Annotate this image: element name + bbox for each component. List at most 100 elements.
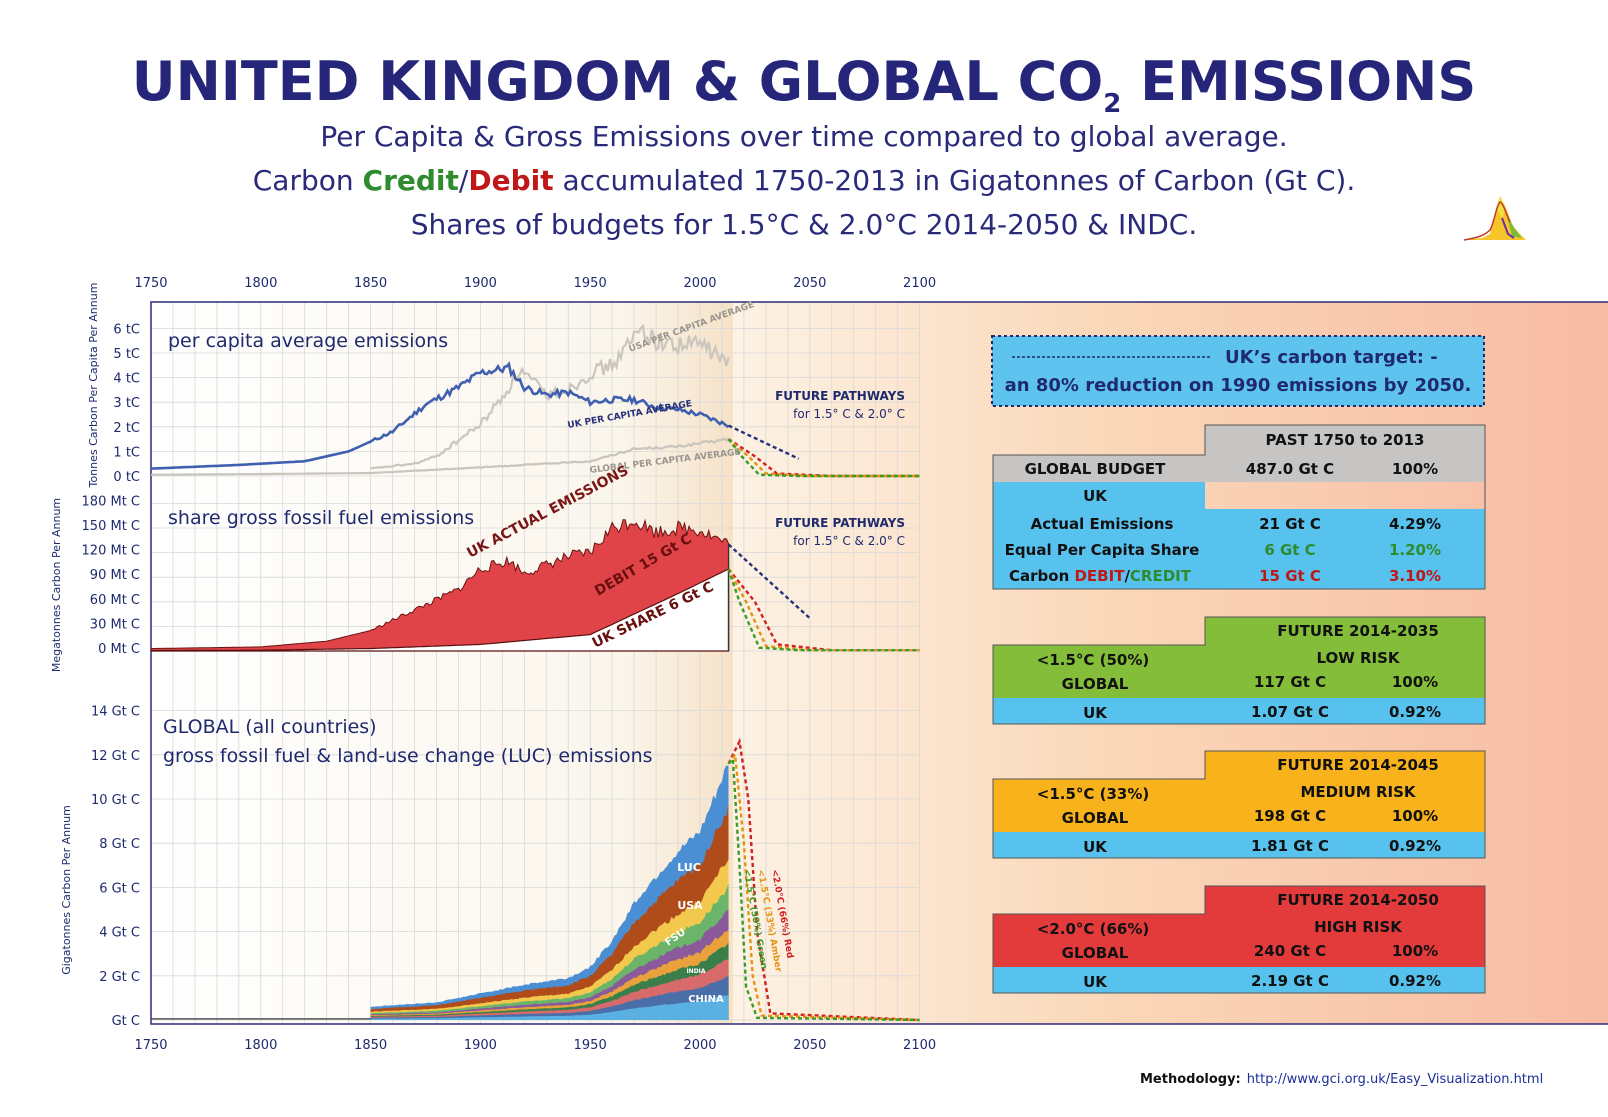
x-tick-bottom-2000: 2000 bbox=[683, 1038, 716, 1053]
subtitle-line-3: Shares of budgets for 1.5°C & 2.0°C 2014… bbox=[410, 208, 1198, 241]
future-0-global-label: GLOBAL bbox=[1062, 675, 1129, 693]
pathway-p1-target bbox=[727, 424, 800, 460]
past-row-2-label: Equal Per Capita Share bbox=[1005, 541, 1200, 559]
x-tick-top-1850: 1850 bbox=[354, 276, 387, 291]
subtitle-line-1: Per Capita & Gross Emissions over time c… bbox=[320, 120, 1288, 153]
pathway-p3-red bbox=[727, 737, 920, 1022]
x-tick-top-1750: 1750 bbox=[134, 276, 167, 291]
pathway-p3-amber bbox=[727, 751, 920, 1022]
panel-2-areas bbox=[150, 518, 730, 652]
past-header: PAST 1750 to 2013 bbox=[1266, 431, 1425, 449]
past-debit-pct: 3.10% bbox=[1389, 567, 1441, 585]
pathway-p2-amber bbox=[727, 568, 920, 652]
layer-label-usa: USA bbox=[677, 899, 703, 912]
past-global-value: 487.0 Gt C bbox=[1246, 460, 1334, 478]
y-tick-pc-1: 1 tC bbox=[113, 445, 140, 460]
grid-lines bbox=[151, 302, 920, 1024]
past-border bbox=[992, 424, 1486, 590]
future-blocks: FUTURE 2014-2035 LOW RISK <1.5°C (50%) GLOB… bbox=[992, 616, 1486, 994]
x-axis-bottom: 1750 1800 1850 1900 1950 2000 2050 2100 bbox=[134, 1038, 936, 1053]
x-tick-bottom-1900: 1900 bbox=[464, 1038, 497, 1053]
future-1-global-value: 198 Gt C bbox=[1254, 807, 1326, 825]
y-tick-pc-6: 6 tC bbox=[113, 322, 140, 337]
pathway-p2-green bbox=[727, 568, 920, 652]
target-line-1: UK’s carbon target: - bbox=[1225, 347, 1438, 368]
y-tick-mt-0: 0 Mt C bbox=[98, 642, 140, 657]
layer-label-india: INDIA bbox=[686, 968, 705, 975]
area-uk-actual-emissions bbox=[150, 518, 730, 652]
plot-frame bbox=[150, 301, 1608, 1025]
past-debit-label: Carbon DEBIT/CREDIT bbox=[1009, 567, 1192, 585]
future-0-header: FUTURE 2014-2035 bbox=[1277, 622, 1439, 640]
future-2-scenario: <2.0°C (66%) bbox=[1037, 920, 1150, 938]
future-1-border bbox=[992, 750, 1486, 859]
y-tick-gt-0: Gt C bbox=[112, 1014, 140, 1029]
y-tick-gt-1: 2 Gt C bbox=[99, 970, 140, 985]
future-2-global-bg bbox=[993, 914, 1485, 967]
pathway-p2-target bbox=[727, 543, 811, 620]
pathway-p1-amber bbox=[727, 438, 920, 478]
y-tick-gt-2: 4 Gt C bbox=[99, 926, 140, 941]
x-tick-top-1800: 1800 bbox=[244, 276, 277, 291]
future-pathways-2: FUTURE PATHWAYS bbox=[775, 516, 905, 530]
future-1-global-pct: 100% bbox=[1392, 807, 1438, 825]
y-axis-per-capita: 0 tC 1 tC 2 tC 3 tC 4 tC 5 tC 6 tC bbox=[113, 322, 140, 485]
past-uk-label: UK bbox=[1083, 487, 1108, 505]
line-uk-per-capita-average bbox=[150, 361, 730, 470]
subtitle-line-2: Carbon Credit/Debit accumulated 1750-201… bbox=[252, 164, 1356, 197]
x-axis-top: 1750 1800 1850 1900 1950 2000 2050 2100 bbox=[134, 276, 936, 291]
future-0-uk-pct: 0.92% bbox=[1389, 703, 1441, 721]
pathway-p3-green bbox=[727, 756, 920, 1022]
y-tick-mt-5: 150 Mt C bbox=[82, 519, 140, 534]
future-1-header: FUTURE 2014-2045 bbox=[1277, 756, 1439, 774]
y-axis-label-2: Megatonnes Carbon Per Annum bbox=[50, 498, 63, 672]
y-tick-pc-2: 2 tC bbox=[113, 421, 140, 436]
y-tick-mt-4: 120 Mt C bbox=[82, 544, 140, 559]
x-tick-bottom-2100: 2100 bbox=[903, 1038, 936, 1053]
past-row-1-value: 21 Gt C bbox=[1259, 515, 1321, 533]
panel-1-lines bbox=[150, 323, 730, 476]
area-uk-share bbox=[150, 568, 730, 652]
y-tick-gt-7: 14 Gt C bbox=[91, 705, 140, 720]
panel-3-title-2: gross fossil fuel & land-use change (LUC… bbox=[163, 745, 653, 767]
past-row-1-label: Actual Emissions bbox=[1031, 515, 1174, 533]
y-tick-gt-4: 8 Gt C bbox=[99, 837, 140, 852]
future-1-uk-bg bbox=[993, 832, 1485, 858]
layer-label-china: CHINA bbox=[688, 994, 724, 1005]
past-debit-value: 15 Gt C bbox=[1259, 567, 1321, 585]
future-1-global-label: GLOBAL bbox=[1062, 809, 1129, 827]
y-tick-mt-1: 30 Mt C bbox=[90, 617, 140, 632]
future-pathways bbox=[727, 424, 920, 1022]
panel-2-title: share gross fossil fuel emissions bbox=[168, 507, 474, 529]
x-tick-bottom-1950: 1950 bbox=[574, 1038, 607, 1053]
line-global-per-capita-average bbox=[151, 437, 730, 476]
past-header-bg bbox=[1205, 425, 1485, 455]
future-1-uk-value: 1.81 Gt C bbox=[1251, 837, 1329, 855]
pathway-p1-green bbox=[727, 438, 920, 478]
x-tick-bottom-1750: 1750 bbox=[134, 1038, 167, 1053]
future-2-global-pct: 100% bbox=[1392, 942, 1438, 960]
target-line-2: an 80% reduction on 1990 emissions by 20… bbox=[1005, 375, 1472, 396]
y-tick-mt-3: 90 Mt C bbox=[90, 568, 140, 583]
past-row-2-value: 6 Gt C bbox=[1264, 541, 1315, 559]
y-tick-gt-5: 10 Gt C bbox=[91, 793, 140, 808]
pathway-p2-red bbox=[727, 568, 920, 652]
panel-3-areas bbox=[151, 765, 729, 1020]
y-tick-gt-6: 12 Gt C bbox=[91, 749, 140, 764]
future-1-header-bg bbox=[1205, 751, 1485, 781]
future-1-uk-label: UK bbox=[1083, 838, 1108, 856]
x-tick-bottom-1800: 1800 bbox=[244, 1038, 277, 1053]
budget-table: UK’s carbon target: - an 80% reduction o… bbox=[991, 335, 1486, 994]
gci-logo-icon bbox=[1463, 196, 1526, 241]
past-global-pct: 100% bbox=[1392, 460, 1438, 478]
y-tick-pc-3: 3 tC bbox=[113, 396, 140, 411]
x-tick-top-1950: 1950 bbox=[574, 276, 607, 291]
y-tick-pc-0: 0 tC bbox=[113, 470, 140, 485]
x-tick-top-1900: 1900 bbox=[464, 276, 497, 291]
future-pathways-1: FUTURE PATHWAYS bbox=[775, 389, 905, 403]
methodology-link[interactable]: http://www.gci.org.uk/Easy_Visualization… bbox=[1246, 1072, 1544, 1087]
future-0-uk-label: UK bbox=[1083, 704, 1108, 722]
y-tick-mt-2: 60 Mt C bbox=[90, 593, 140, 608]
future-0-global-pct: 100% bbox=[1392, 673, 1438, 691]
future-1-global-bg bbox=[993, 779, 1485, 832]
